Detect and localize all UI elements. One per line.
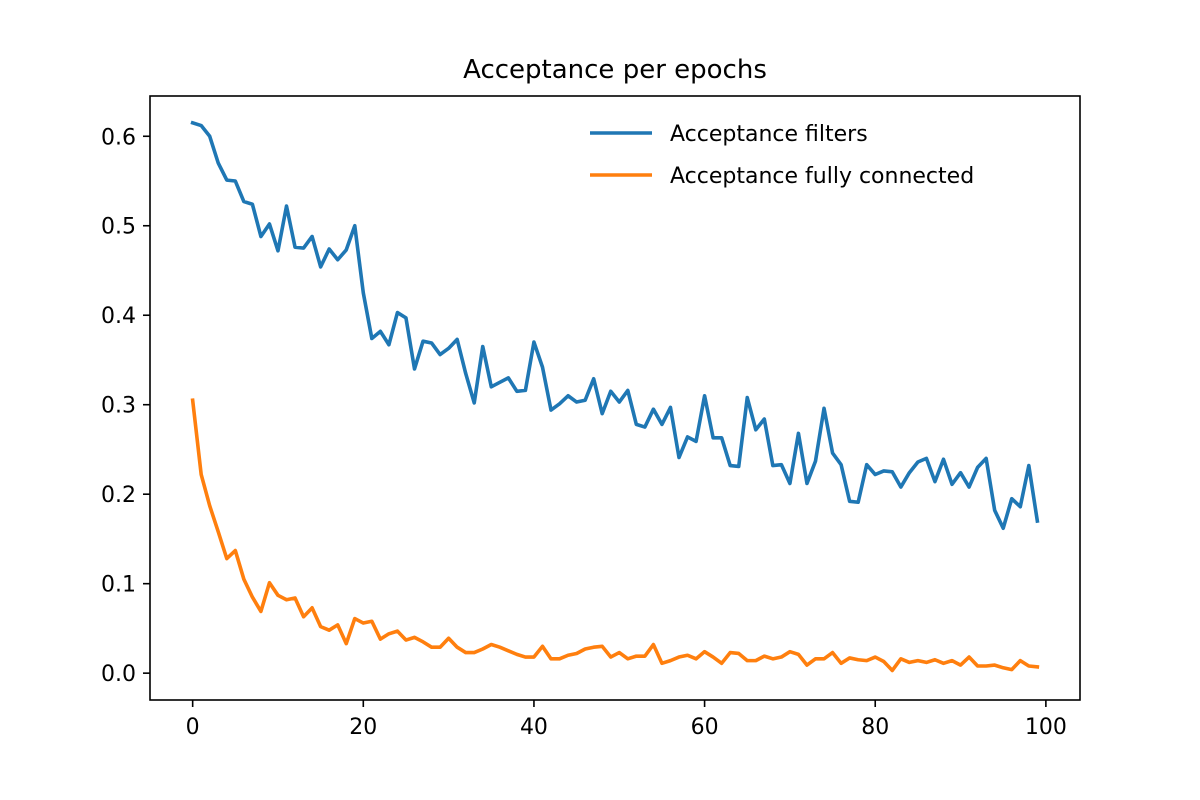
y-tick-label: 0.6 [101, 125, 136, 150]
series-line-1 [190, 120, 1040, 531]
y-tick-label: 0.4 [101, 304, 136, 329]
plot-frame [149, 95, 1081, 701]
y-tick-label: 0.5 [101, 215, 136, 240]
x-tick-label: 40 [520, 715, 548, 740]
y-tick-label: 0.0 [101, 662, 136, 687]
x-tick-label: 0 [186, 715, 200, 740]
x-tick-label: 60 [691, 715, 719, 740]
y-axis-ticks: 0.0 0.1 0.2 0.3 0.4 0.5 0.6 [101, 125, 150, 687]
legend-label-2: Acceptance fully connected [670, 164, 974, 189]
series-lines [190, 120, 1040, 673]
x-axis-ticks: 0 20 40 60 80 100 [186, 700, 1067, 740]
legend: Acceptance filters Acceptance fully conne… [590, 122, 974, 189]
chart-title: Acceptance per epochs [463, 55, 767, 85]
y-tick-label: 0.3 [101, 394, 136, 419]
x-tick-label: 80 [861, 715, 889, 740]
series-line-2 [190, 398, 1040, 673]
x-tick-label: 20 [349, 715, 377, 740]
y-tick-label: 0.2 [101, 483, 136, 508]
legend-label-1: Acceptance filters [670, 122, 868, 147]
x-tick-label: 100 [1025, 715, 1067, 740]
y-tick-label: 0.1 [101, 573, 136, 598]
